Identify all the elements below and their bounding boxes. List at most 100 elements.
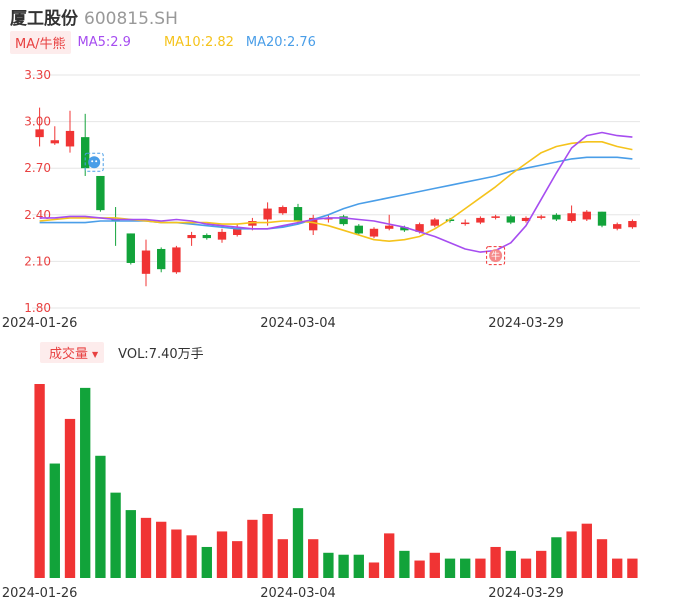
- candle: [430, 217, 439, 228]
- candle: [263, 202, 272, 226]
- bear-marker-dot: [88, 156, 101, 169]
- y-tick-label: 3.00: [24, 115, 51, 129]
- candle: [126, 233, 135, 265]
- volume-bar: [520, 558, 532, 578]
- volume-bar: [536, 550, 547, 578]
- candle-body: [65, 130, 75, 147]
- volume-bar: [171, 529, 182, 578]
- volume-bar: [308, 539, 319, 578]
- x-tick-label: 2024-01-26: [2, 586, 78, 601]
- ma-bull-bear-tag[interactable]: MA/牛熊: [10, 30, 71, 54]
- candle: [506, 214, 515, 225]
- candle: [537, 214, 546, 220]
- candle: [567, 205, 576, 223]
- signal-markers: 牛: [84, 152, 506, 266]
- x-tick-label: 2024-03-04: [260, 586, 336, 601]
- volume-tag[interactable]: 成交量 ▼: [40, 341, 105, 363]
- candle: [35, 107, 44, 147]
- volume-value: VOL:7.40万手: [118, 346, 204, 362]
- candle-body: [491, 216, 500, 218]
- candlestick-series: [35, 107, 637, 287]
- volume-bar: [444, 558, 456, 578]
- x-tick-label: 2024-01-26: [2, 316, 78, 331]
- y-tick-label: 3.30: [24, 68, 51, 82]
- bear-signal-icon: [84, 152, 104, 172]
- candle: [81, 113, 90, 176]
- candle-body: [35, 129, 44, 138]
- volume-bar: [460, 558, 471, 578]
- bull-marker-frame: [486, 246, 506, 266]
- stock-code: 600815.SH: [84, 9, 178, 29]
- candle: [217, 228, 227, 243]
- volume-bar: [414, 560, 425, 578]
- candle: [233, 224, 242, 237]
- volume-bar: [34, 384, 45, 578]
- y-tick-label: 1.80: [24, 301, 51, 315]
- candle-body: [81, 137, 90, 169]
- volume-bar: [581, 523, 592, 578]
- volume-bar: [353, 554, 364, 578]
- volume-bar: [429, 552, 440, 578]
- ma-legend: MA/牛熊 MA5:2.9 MA10:2.82 MA20:2.76: [10, 30, 316, 54]
- volume-bar: [551, 537, 562, 578]
- volume-bar: [95, 455, 106, 578]
- bear-marker-eye: [91, 160, 94, 163]
- candle: [461, 219, 470, 226]
- price-y-axis: 3.303.002.702.402.101.80: [24, 68, 51, 315]
- candle-body: [613, 224, 622, 229]
- volume-bar: [110, 492, 121, 578]
- x-tick-label: 2024-03-29: [488, 586, 564, 601]
- candle: [385, 214, 394, 231]
- candle-body: [217, 231, 227, 240]
- candle-body: [552, 214, 561, 220]
- bull-marker-dot: [489, 249, 503, 263]
- stock-header: 厦工股份 600815.SH: [10, 4, 178, 29]
- stock-name: 厦工股份: [10, 9, 78, 29]
- candle-body: [339, 216, 348, 225]
- volume-bar: [262, 513, 273, 578]
- candle-body: [293, 207, 303, 222]
- volume-bar: [247, 519, 258, 578]
- volume-bar: [216, 531, 228, 578]
- candle-body: [369, 228, 379, 237]
- volume-bar: [201, 546, 212, 578]
- ma5-legend: MA5:2.9: [77, 34, 131, 50]
- volume-bar: [125, 510, 136, 578]
- volume-bar: [49, 463, 60, 578]
- candle-body: [141, 250, 151, 274]
- candle: [96, 175, 105, 212]
- volume-bar: [338, 554, 349, 578]
- volume-bar: [140, 517, 152, 578]
- candle-body: [278, 207, 287, 214]
- candle: [491, 214, 500, 220]
- candle-body: [385, 225, 394, 229]
- candle: [582, 210, 591, 222]
- candle-body: [354, 225, 363, 234]
- volume-bar: [323, 552, 334, 578]
- ma10-line: [39, 141, 633, 242]
- volume-bar: [627, 558, 638, 578]
- candle: [369, 227, 379, 239]
- volume-bar: [612, 558, 623, 578]
- candle-body: [521, 217, 531, 222]
- candle-body: [309, 217, 318, 231]
- candle: [521, 216, 531, 223]
- candle: [613, 222, 622, 231]
- candle-body: [628, 221, 637, 228]
- volume-bar: [399, 550, 410, 578]
- volume-bar: [292, 508, 304, 578]
- candle: [172, 245, 181, 274]
- candle-body: [50, 140, 59, 144]
- candle: [65, 110, 75, 153]
- volume-bar: [368, 562, 380, 578]
- candle: [111, 207, 120, 246]
- candle: [141, 239, 151, 287]
- candle-body: [187, 234, 196, 239]
- ma20-legend: MA20:2.76: [245, 34, 316, 50]
- candle: [309, 214, 318, 235]
- candle-body: [506, 216, 515, 223]
- candle: [157, 247, 166, 273]
- candle: [628, 219, 637, 229]
- ma5-line: [39, 131, 633, 253]
